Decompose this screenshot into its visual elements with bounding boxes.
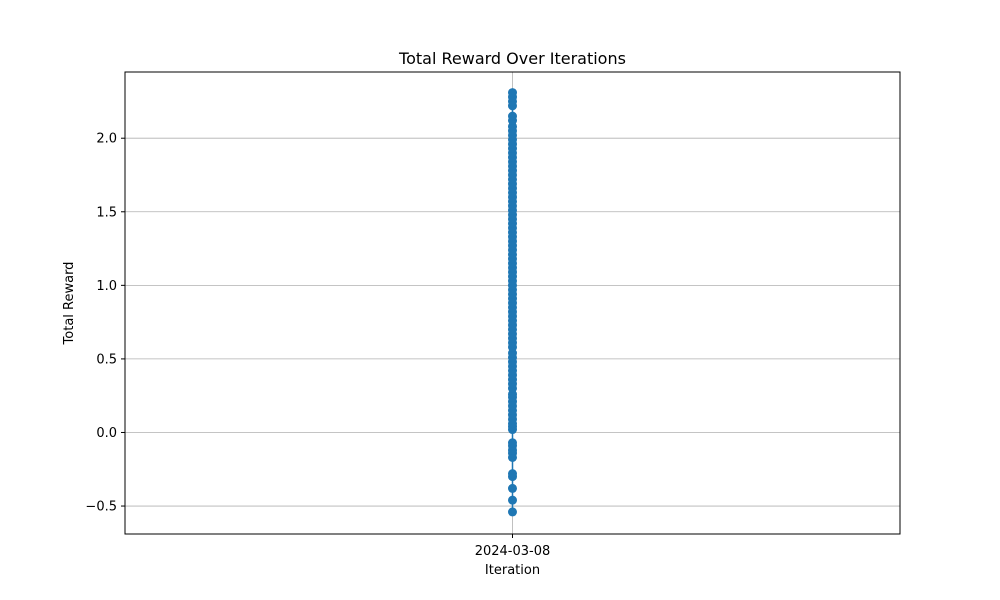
x-axis-ticks: 2024-03-08 [475,534,551,559]
x-axis-label: Iteration [485,563,540,578]
data-point-0 [508,507,517,517]
data-point-9 [508,438,517,448]
data-point-85 [508,88,517,98]
data-point-2 [508,483,517,493]
y-tick-label-2: 0.5 [96,352,117,367]
series-total-reward [508,88,517,517]
chart-title: Total Reward Over Iterations [398,49,626,68]
x-tick-label-0: 2024-03-08 [475,544,551,559]
y-axis-label: Total Reward [62,262,77,346]
y-tick-label-3: 1.0 [96,279,117,294]
data-point-1 [508,495,517,505]
data-point-4 [508,469,517,479]
y-tick-label-1: 0.0 [96,426,117,441]
y-tick-label-0: −0.5 [85,500,117,515]
y-tick-label-5: 2.0 [96,132,117,147]
data-point-81 [508,111,517,121]
y-axis-ticks: −0.5 0.0 0.5 1.0 1.5 2.0 [85,132,125,515]
y-tick-label-4: 1.5 [96,205,117,220]
